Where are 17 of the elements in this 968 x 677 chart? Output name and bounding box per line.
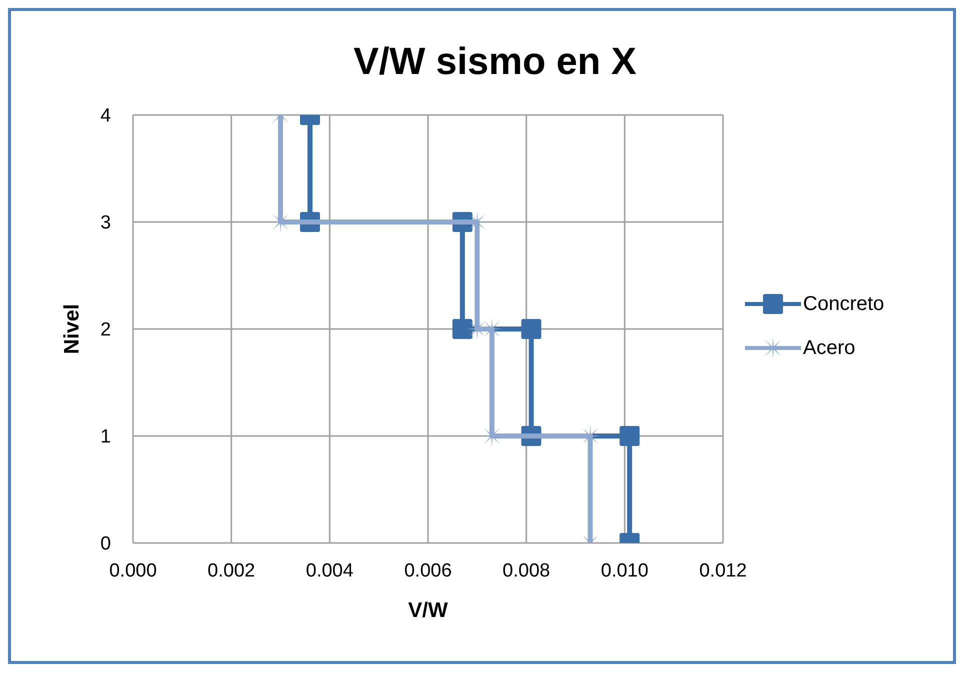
x-tick-label: 0.004 [306, 560, 354, 582]
x-tick-label: 0.006 [404, 560, 452, 582]
y-tick-label: 4 [100, 106, 112, 127]
chart-title: V/W sismo en X [354, 41, 636, 83]
x-tick-label: 0.008 [502, 560, 550, 582]
y-tick-label: 2 [100, 320, 111, 341]
x-axis-title: V/W [408, 599, 448, 622]
y-tick-label: 3 [100, 212, 111, 234]
legend-label: Acero [803, 336, 856, 360]
y-axis-title: Nivel [60, 304, 84, 354]
x-tick-label: 0.002 [208, 560, 256, 582]
x-tick-label: 0.000 [109, 560, 157, 582]
x-tick-label: 0.012 [699, 560, 747, 582]
y-tick-label: 0 [100, 534, 111, 555]
y-tick-label: 1 [100, 426, 111, 448]
x-tick-label: 0.010 [600, 560, 648, 582]
legend-label: Concreto [803, 292, 884, 316]
